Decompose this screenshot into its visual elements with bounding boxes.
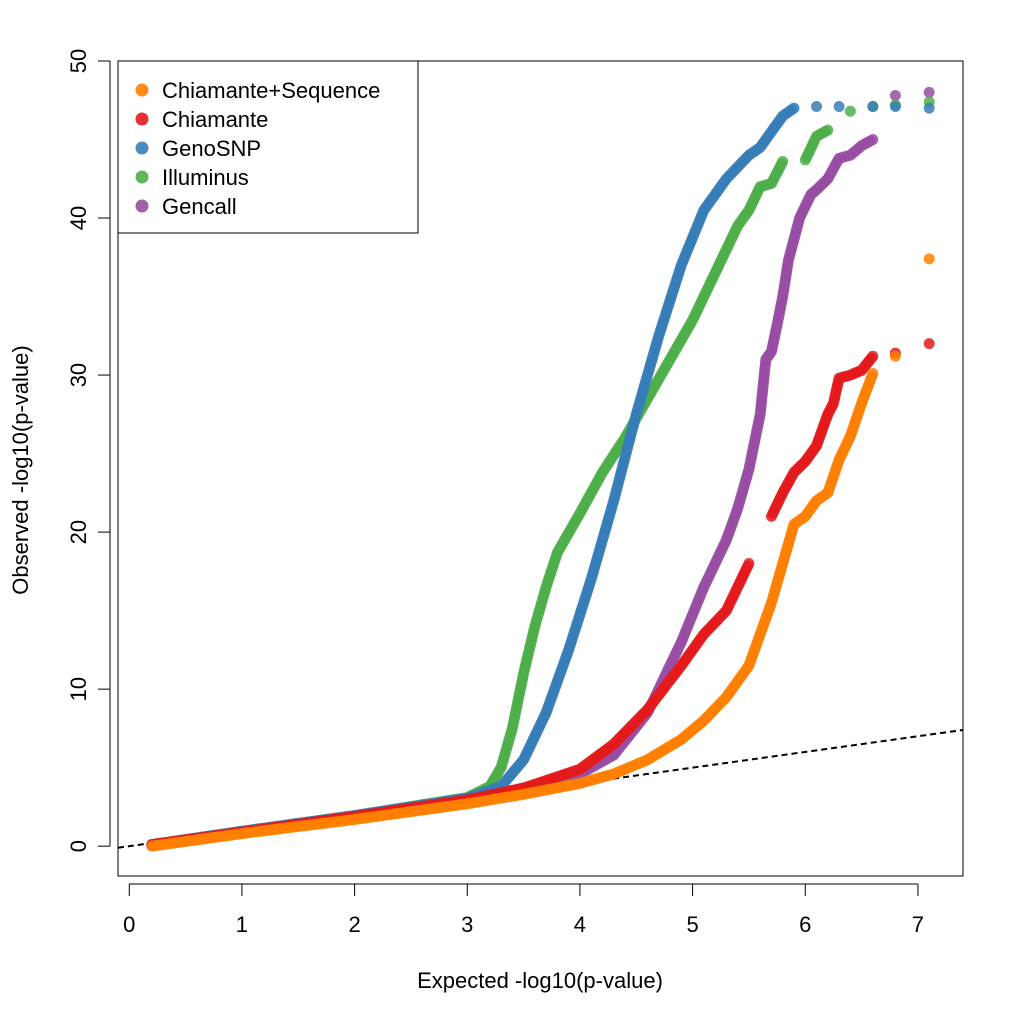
y-tick-label: 10 xyxy=(66,677,91,701)
legend-marker xyxy=(135,199,149,213)
data-points xyxy=(146,86,935,852)
legend-box xyxy=(117,60,419,234)
data-point xyxy=(844,105,856,117)
data-point xyxy=(788,102,800,114)
data-point xyxy=(811,101,823,113)
legend-marker xyxy=(135,112,149,126)
y-axis: 0 10 20 30 40 50 xyxy=(66,49,111,852)
x-tick-label: 4 xyxy=(574,912,586,937)
y-axis-label: Observed -log10(p-value) xyxy=(8,345,33,594)
x-tick-label: 0 xyxy=(123,912,135,937)
data-point xyxy=(867,367,879,379)
data-point xyxy=(889,90,901,102)
data-point xyxy=(923,86,935,98)
plot-frame xyxy=(117,60,964,877)
x-tick-label: 1 xyxy=(236,912,248,937)
y-tick-label: 20 xyxy=(66,520,91,544)
legend-label: GenoSNP xyxy=(162,136,261,161)
x-tick-label: 2 xyxy=(348,912,360,937)
x-tick-label: 7 xyxy=(912,912,924,937)
x-axis-label: Expected -log10(p-value) xyxy=(417,968,663,993)
data-point xyxy=(867,134,879,146)
data-point xyxy=(833,101,845,113)
y-tick-label: 40 xyxy=(66,206,91,230)
data-point xyxy=(743,558,755,570)
data-point xyxy=(923,102,935,114)
legend-marker xyxy=(135,141,149,155)
legend-marker xyxy=(135,170,149,184)
y-tick-label: 0 xyxy=(66,840,91,852)
legend-label: Illuminus xyxy=(162,165,249,190)
legend-label: Chiamante xyxy=(162,107,268,132)
data-point xyxy=(867,101,879,113)
series-chiamante-sequence xyxy=(146,253,935,852)
legend: Chiamante+Sequence Chiamante GenoSNP Illumi… xyxy=(117,60,419,234)
legend-label: Chiamante+Sequence xyxy=(162,78,380,103)
data-point xyxy=(923,253,935,265)
y-tick-label: 50 xyxy=(66,49,91,73)
data-point xyxy=(822,124,834,136)
x-tick-label: 5 xyxy=(686,912,698,937)
x-tick-label: 6 xyxy=(799,912,811,937)
data-point xyxy=(923,338,935,350)
y-tick-label: 30 xyxy=(66,363,91,387)
data-point xyxy=(889,101,901,113)
legend-label: Gencall xyxy=(162,194,237,219)
x-tick-label: 3 xyxy=(461,912,473,937)
data-point xyxy=(777,156,789,168)
x-axis: 0 1 2 3 4 5 6 7 xyxy=(123,883,924,937)
legend-marker xyxy=(135,83,149,97)
data-point xyxy=(889,350,901,362)
data-point xyxy=(867,350,879,362)
